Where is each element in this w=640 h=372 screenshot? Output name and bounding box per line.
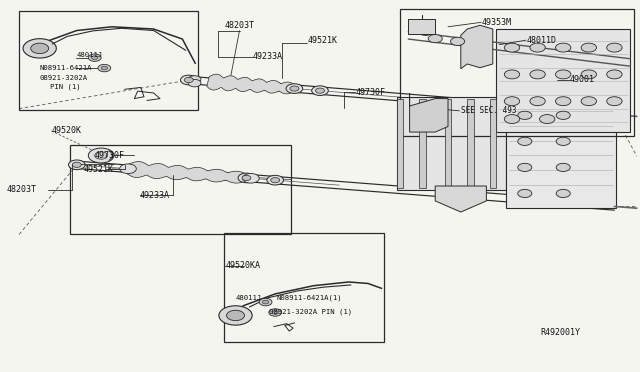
Circle shape [428, 35, 442, 43]
Circle shape [23, 39, 56, 58]
Circle shape [259, 298, 272, 306]
Circle shape [101, 66, 108, 70]
Circle shape [518, 137, 532, 145]
Circle shape [188, 76, 201, 83]
Circle shape [269, 309, 282, 316]
Circle shape [504, 43, 520, 52]
Circle shape [290, 86, 299, 91]
Circle shape [504, 97, 520, 106]
Text: 48203T: 48203T [225, 21, 255, 30]
Circle shape [556, 111, 570, 119]
Bar [419, 99, 426, 188]
Text: 08921-3202A PIN (1): 08921-3202A PIN (1) [269, 308, 352, 315]
Text: 49520KA: 49520KA [225, 262, 260, 270]
Circle shape [504, 70, 520, 79]
Bar [506, 97, 616, 208]
Circle shape [581, 97, 596, 106]
Circle shape [184, 77, 193, 83]
Polygon shape [410, 93, 448, 132]
Text: 49001: 49001 [570, 76, 595, 84]
Bar [70, 145, 291, 234]
Circle shape [262, 300, 269, 304]
Circle shape [72, 162, 81, 167]
Circle shape [92, 56, 98, 60]
Circle shape [556, 43, 571, 52]
Circle shape [95, 152, 108, 159]
Circle shape [556, 137, 570, 145]
Circle shape [271, 177, 280, 183]
Circle shape [227, 310, 244, 321]
Circle shape [530, 97, 545, 106]
Circle shape [607, 70, 622, 79]
Circle shape [267, 175, 284, 185]
Circle shape [417, 26, 434, 35]
Bar [490, 99, 496, 188]
Text: N08911-6421A(1): N08911-6421A(1) [276, 294, 342, 301]
Text: 49521K: 49521K [83, 165, 113, 174]
Circle shape [88, 148, 114, 163]
Text: SEE SEC. 493: SEE SEC. 493 [461, 106, 516, 115]
Circle shape [188, 79, 201, 87]
Bar [397, 97, 506, 190]
Text: 49730F: 49730F [95, 151, 125, 160]
Text: 49521K: 49521K [307, 36, 337, 45]
Circle shape [581, 43, 596, 52]
Text: 49233A: 49233A [140, 191, 170, 200]
Bar [408, 19, 435, 34]
Bar [467, 99, 474, 188]
Circle shape [530, 70, 545, 79]
Bar [400, 9, 634, 136]
Circle shape [540, 115, 555, 124]
Text: 49520K: 49520K [51, 126, 81, 135]
Text: 49353M: 49353M [481, 18, 511, 27]
Polygon shape [435, 186, 486, 212]
Circle shape [88, 54, 101, 61]
Text: PIN (1): PIN (1) [50, 83, 81, 90]
Text: 49233A: 49233A [253, 52, 283, 61]
Text: N08911-6421A: N08911-6421A [40, 65, 92, 71]
Bar [397, 99, 403, 188]
Circle shape [518, 111, 532, 119]
Polygon shape [127, 161, 247, 183]
Circle shape [518, 163, 532, 171]
Circle shape [31, 43, 49, 54]
Bar [496, 29, 630, 132]
Circle shape [219, 306, 252, 325]
Circle shape [98, 64, 111, 72]
Circle shape [607, 43, 622, 52]
Circle shape [556, 97, 571, 106]
Bar [19, 11, 198, 110]
Text: R492001Y: R492001Y [541, 328, 581, 337]
Circle shape [238, 173, 255, 183]
Text: 08921-3202A: 08921-3202A [40, 75, 88, 81]
Circle shape [272, 311, 278, 314]
Text: 48011J: 48011J [236, 295, 262, 301]
Polygon shape [207, 74, 295, 94]
Circle shape [530, 43, 545, 52]
Polygon shape [461, 25, 493, 69]
Text: 48203T: 48203T [6, 185, 36, 194]
Circle shape [312, 86, 328, 96]
Bar [224, 232, 384, 342]
Circle shape [180, 75, 197, 85]
Circle shape [242, 175, 251, 180]
Circle shape [286, 84, 303, 93]
Text: 48011J: 48011J [77, 52, 103, 58]
Circle shape [243, 173, 259, 183]
Circle shape [581, 70, 596, 79]
Circle shape [556, 70, 571, 79]
Circle shape [556, 189, 570, 198]
Circle shape [518, 189, 532, 198]
Circle shape [556, 163, 570, 171]
Circle shape [451, 37, 465, 45]
Circle shape [120, 164, 136, 174]
Circle shape [607, 97, 622, 106]
Bar [445, 99, 451, 188]
Circle shape [504, 115, 520, 124]
Text: 48011D: 48011D [526, 36, 556, 45]
Circle shape [316, 88, 324, 93]
Circle shape [68, 160, 85, 170]
Text: 49730F: 49730F [355, 88, 385, 97]
